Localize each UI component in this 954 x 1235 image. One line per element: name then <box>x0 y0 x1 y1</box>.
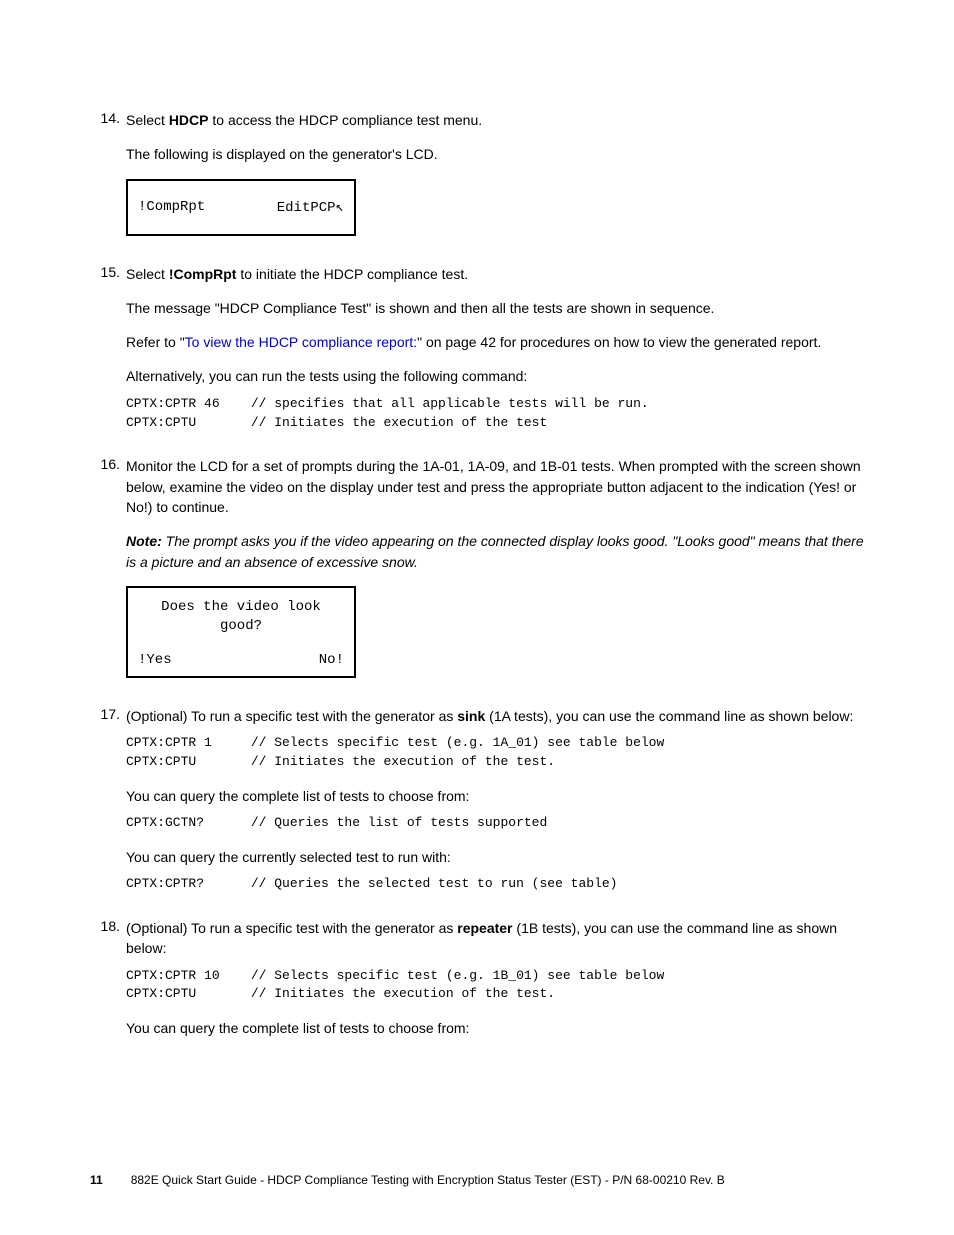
step-text: You can query the currently selected tes… <box>126 847 864 867</box>
step-text: (Optional) To run a specific test with t… <box>126 706 864 726</box>
step-text: The following is displayed on the genera… <box>126 144 864 164</box>
step-text: Select !CompRpt to initiate the HDCP com… <box>126 264 864 284</box>
link-view-report[interactable]: To view the HDCP compliance report: <box>185 334 417 350</box>
step-text: Monitor the LCD for a set of prompts dur… <box>126 456 864 517</box>
code-block: CPTX:CPTR 1 // Selects specific test (e.… <box>126 734 864 772</box>
code-block: CPTX:CPTR? // Queries the selected test … <box>126 875 864 894</box>
step-text: Refer to "To view the HDCP compliance re… <box>126 332 864 352</box>
step-number: 16. <box>90 456 126 695</box>
lcd-row: !CompRpt EditPCP↖ <box>138 199 344 216</box>
lcd-display: !CompRpt EditPCP↖ <box>126 179 356 236</box>
step-number: 14. <box>90 110 126 254</box>
step-17: 17. (Optional) To run a specific test wi… <box>90 706 864 908</box>
code-block: CPTX:CPTR 46 // specifies that all appli… <box>126 395 864 433</box>
bold-sink: sink <box>457 708 485 724</box>
step-content: Monitor the LCD for a set of prompts dur… <box>126 456 864 695</box>
lcd-no: No! <box>319 652 344 668</box>
step-text: The message "HDCP Compliance Test" is sh… <box>126 298 864 318</box>
step-text: (Optional) To run a specific test with t… <box>126 918 864 959</box>
lcd-display: Does the video look good? !Yes No! <box>126 586 356 678</box>
step-number: 17. <box>90 706 126 908</box>
step-number: 15. <box>90 264 126 447</box>
note-text: Note: The prompt asks you if the video a… <box>126 531 864 572</box>
page-number: 11 <box>90 1173 103 1187</box>
lcd-prompt: Does the video look good? <box>138 598 344 636</box>
code-block: CPTX:CPTR 10 // Selects specific test (e… <box>126 967 864 1005</box>
lcd-yes: !Yes <box>138 652 172 668</box>
step-14: 14. Select HDCP to access the HDCP compl… <box>90 110 864 254</box>
step-16: 16. Monitor the LCD for a set of prompts… <box>90 456 864 695</box>
lcd-right: EditPCP↖ <box>277 199 344 216</box>
code-block: CPTX:GCTN? // Queries the list of tests … <box>126 814 864 833</box>
step-text: Select HDCP to access the HDCP complianc… <box>126 110 864 130</box>
step-text: You can query the complete list of tests… <box>126 786 864 806</box>
bold-repeater: repeater <box>457 920 512 936</box>
step-content: Select HDCP to access the HDCP complianc… <box>126 110 864 254</box>
step-content: Select !CompRpt to initiate the HDCP com… <box>126 264 864 447</box>
step-15: 15. Select !CompRpt to initiate the HDCP… <box>90 264 864 447</box>
bold-comprpt: !CompRpt <box>169 266 237 282</box>
page-footer: 11 882E Quick Start Guide - HDCP Complia… <box>90 1173 894 1187</box>
step-content: (Optional) To run a specific test with t… <box>126 918 864 1047</box>
lcd-left: !CompRpt <box>138 199 205 216</box>
step-text: Alternatively, you can run the tests usi… <box>126 366 864 386</box>
step-number: 18. <box>90 918 126 1047</box>
step-18: 18. (Optional) To run a specific test wi… <box>90 918 864 1047</box>
lcd-options: !Yes No! <box>138 652 344 668</box>
page-content: 14. Select HDCP to access the HDCP compl… <box>0 0 954 1047</box>
step-content: (Optional) To run a specific test with t… <box>126 706 864 908</box>
note-label: Note: <box>126 533 162 549</box>
step-text: You can query the complete list of tests… <box>126 1018 864 1038</box>
bold-hdcp: HDCP <box>169 112 209 128</box>
footer-text: 882E Quick Start Guide - HDCP Compliance… <box>131 1173 725 1187</box>
